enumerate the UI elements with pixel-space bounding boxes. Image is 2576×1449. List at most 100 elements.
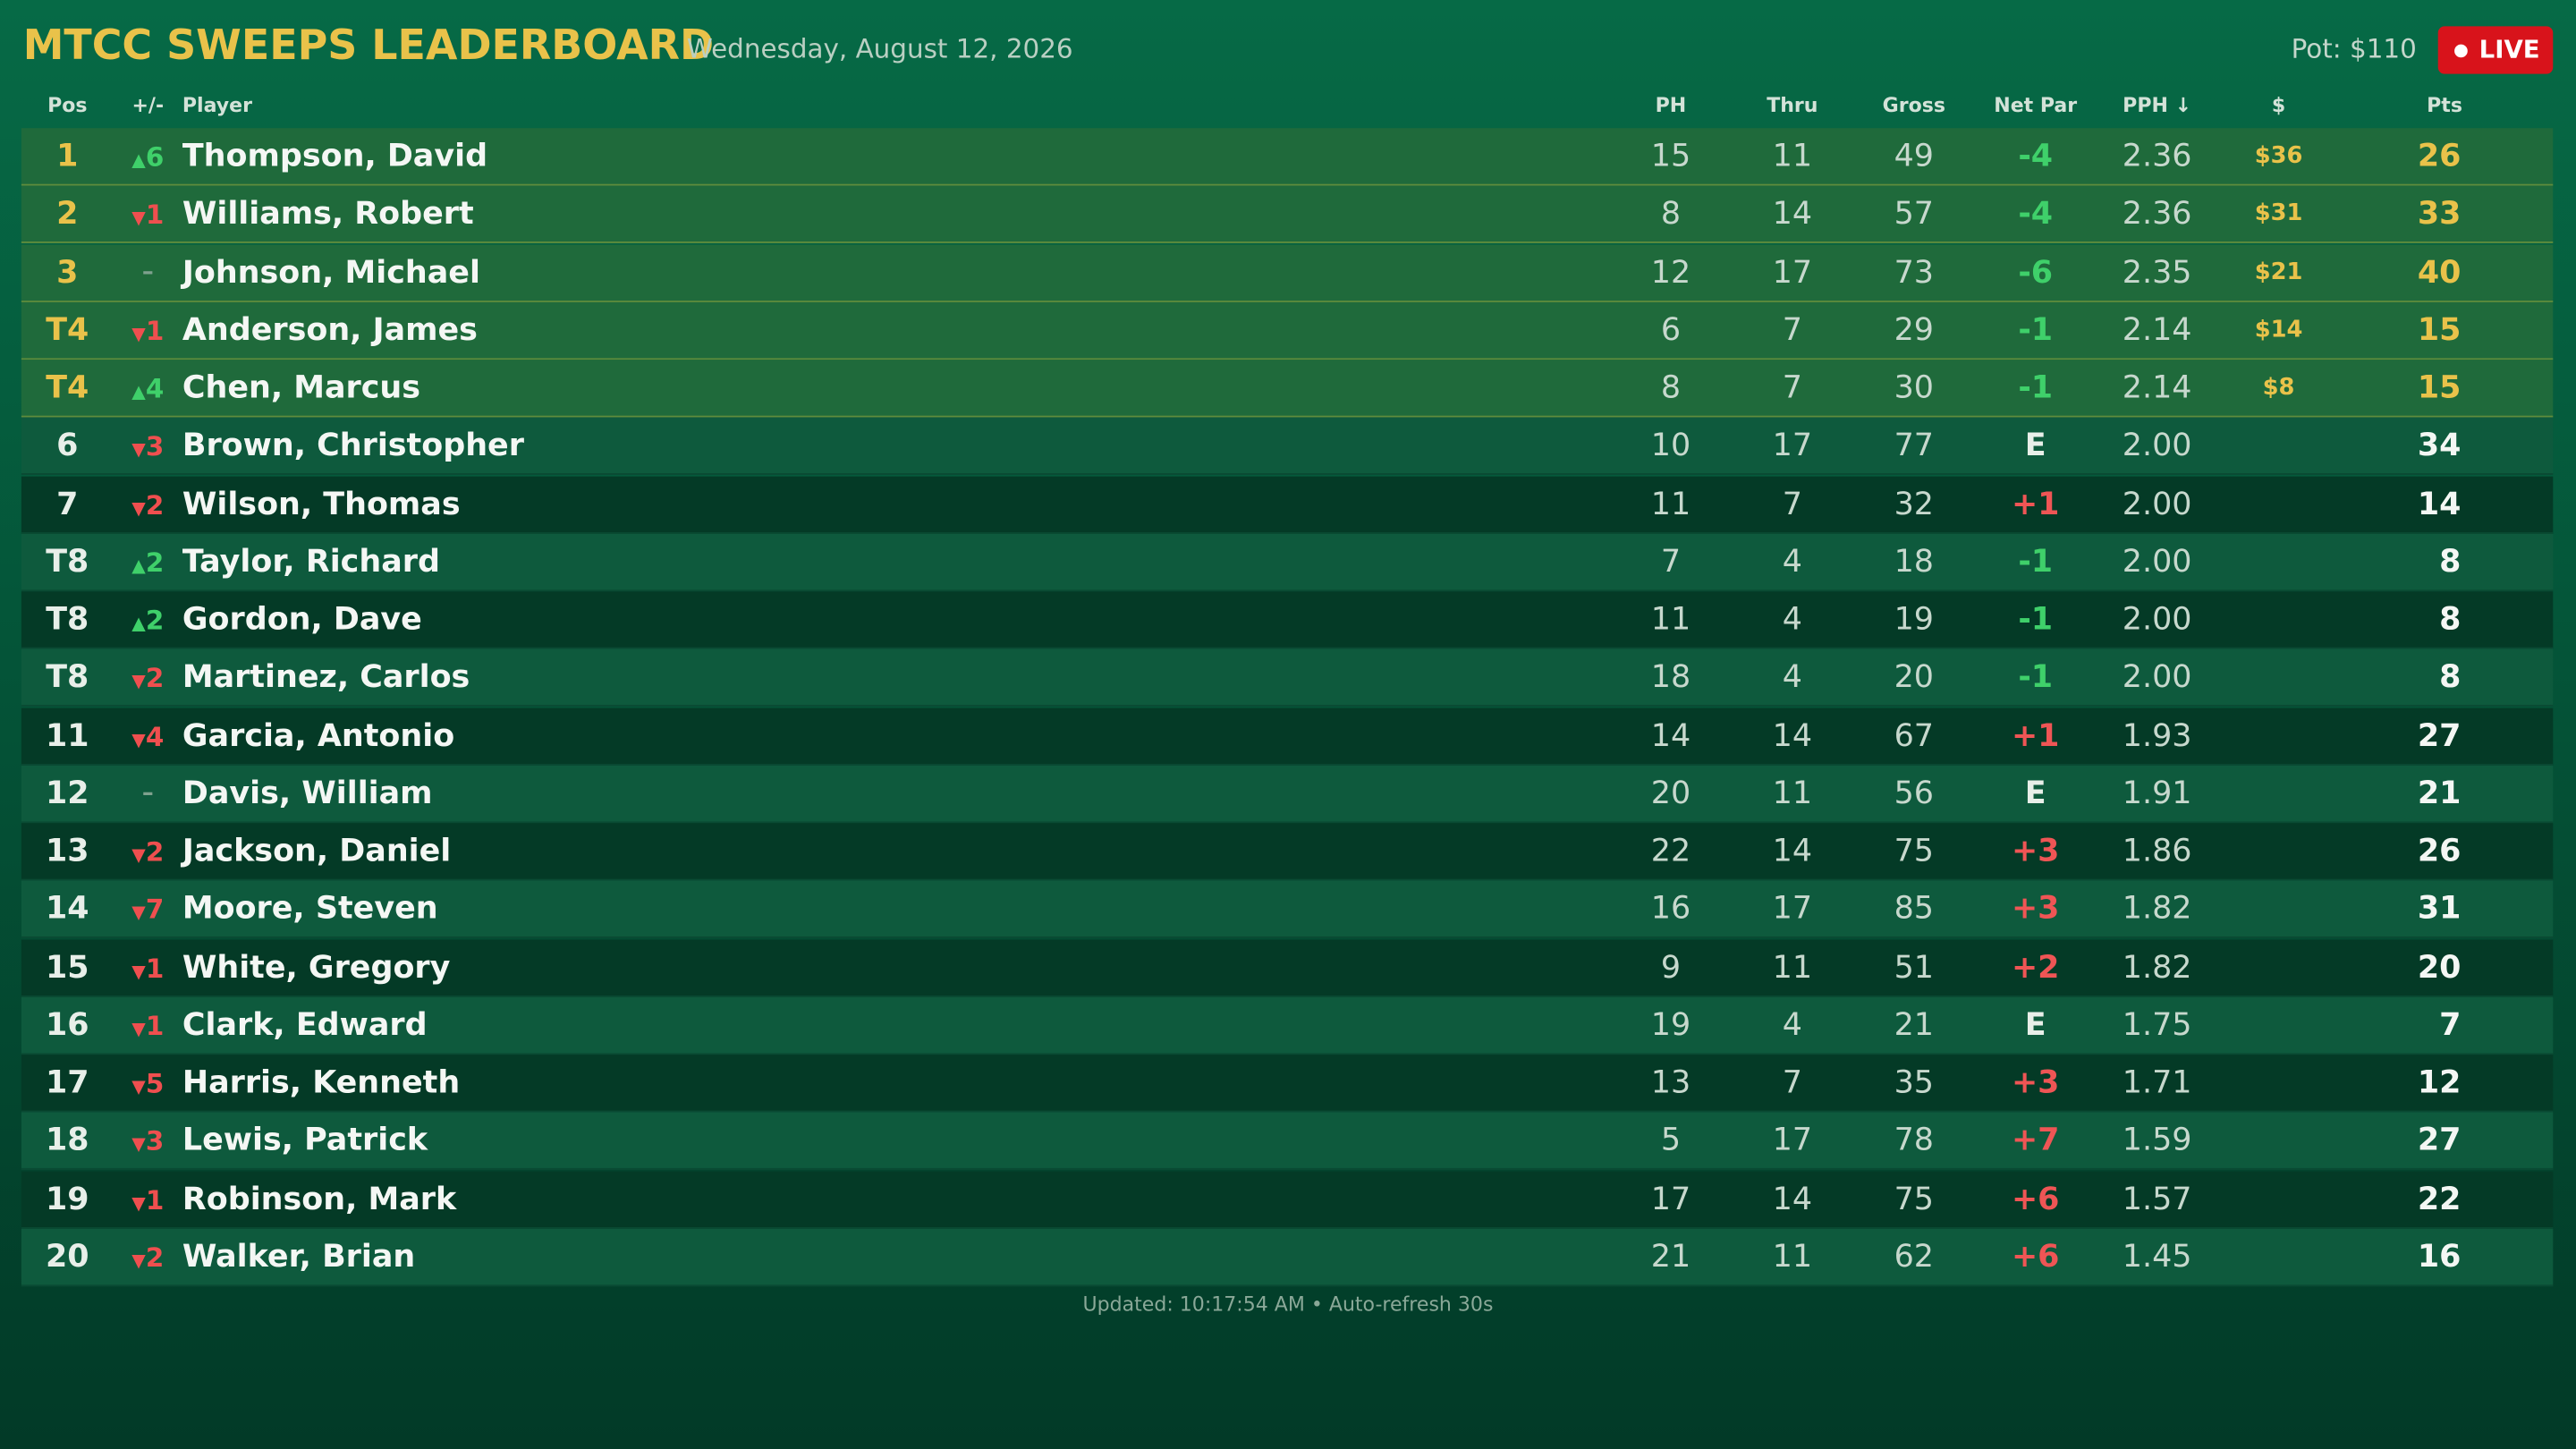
position: 13 <box>45 833 89 869</box>
gross: 30 <box>1894 369 1935 406</box>
thru: 7 <box>1782 369 1802 406</box>
title: MTCC SWEEPS LEADERBOARD <box>22 21 715 70</box>
thru: 17 <box>1772 1123 1813 1159</box>
move-count: 4 <box>145 372 165 404</box>
position: 1 <box>56 138 79 174</box>
ph: 18 <box>1650 659 1691 696</box>
pph: 2.14 <box>2122 311 2192 348</box>
net-par: +6 <box>2011 1238 2060 1275</box>
move-count: 1 <box>145 952 165 984</box>
pph: 2.35 <box>2122 253 2192 291</box>
position: 19 <box>45 1181 89 1217</box>
movement: ▼2 <box>115 649 181 710</box>
player: Anderson, James <box>182 311 478 348</box>
player: Wilson, Thomas <box>182 485 461 522</box>
gross: 49 <box>1894 138 1935 174</box>
gross: 67 <box>1894 716 1935 754</box>
movement: ▼5 <box>115 1055 181 1115</box>
move-count: 3 <box>145 1125 165 1157</box>
pph: 1.57 <box>2122 1181 2192 1217</box>
thru: 14 <box>1772 196 1813 233</box>
position: T8 <box>46 659 89 696</box>
column-header: PH <box>1655 93 1687 117</box>
position: 18 <box>45 1123 89 1159</box>
points: 16 <box>2417 1238 2462 1275</box>
thru: 4 <box>1782 543 1802 580</box>
net-par: -6 <box>2018 253 2054 291</box>
net-par: -1 <box>2018 369 2054 406</box>
gross: 73 <box>1894 253 1935 291</box>
position: T8 <box>46 543 89 580</box>
column-header: Pts <box>2427 93 2462 117</box>
movement: ▼7 <box>115 881 181 942</box>
net-par: E <box>2024 1006 2046 1044</box>
payout: $31 <box>2254 200 2303 227</box>
move-arrow: ▼ <box>131 1134 146 1156</box>
net-par: -1 <box>2018 311 2054 348</box>
move-arrow: ▼ <box>131 438 146 461</box>
column-header: Gross <box>1882 93 1945 117</box>
leaderboard-row: T4 ▲4 Chen, Marcus 8 7 30 -1 2.14 $8 15 <box>21 360 2554 418</box>
move-arrow: ▼ <box>131 1250 146 1272</box>
position: 11 <box>45 716 89 754</box>
pph: 1.75 <box>2122 1006 2192 1044</box>
thru: 11 <box>1772 775 1813 812</box>
gross: 29 <box>1894 311 1935 348</box>
player: Davis, William <box>182 775 433 812</box>
ph: 8 <box>1660 196 1682 233</box>
gross: 78 <box>1894 1123 1935 1159</box>
move-arrow: ▼ <box>131 670 146 692</box>
payout: $8 <box>2262 374 2295 402</box>
gross: 85 <box>1894 891 1935 928</box>
pot: Pot: $110 <box>2291 32 2417 64</box>
ph: 22 <box>1650 833 1691 869</box>
pph: 1.86 <box>2122 833 2192 869</box>
points: 26 <box>2417 833 2462 869</box>
movement: ▲2 <box>115 591 181 652</box>
movement: ▼3 <box>115 1113 181 1174</box>
player: Moore, Steven <box>182 891 438 928</box>
move-arrow: ▲ <box>131 613 146 635</box>
net-par: +3 <box>2011 1064 2060 1101</box>
net-par: -4 <box>2018 138 2054 174</box>
move-arrow: ▼ <box>131 1191 146 1214</box>
leaderboard-row: 6 ▼3 Brown, Christopher 10 17 77 E 2.00 34 <box>21 418 2554 476</box>
position: 17 <box>45 1064 89 1101</box>
move-count: – <box>141 780 154 807</box>
points: 15 <box>2417 311 2462 348</box>
leaderboard-row: T8 ▲2 Gordon, Dave 11 4 19 -1 2.00 8 <box>21 591 2554 649</box>
thru: 14 <box>1772 833 1813 869</box>
move-count: 2 <box>145 1241 165 1274</box>
net-par: -1 <box>2018 659 2054 696</box>
column-header: Thru <box>1767 93 1818 117</box>
movement: ▼3 <box>115 418 181 479</box>
column-header: PPH ↓ <box>2123 93 2192 117</box>
move-arrow: ▼ <box>131 323 146 345</box>
gross: 56 <box>1894 775 1935 812</box>
ph: 19 <box>1650 1006 1691 1044</box>
move-arrow: ▼ <box>131 1076 146 1098</box>
movement: ▲6 <box>115 128 181 189</box>
thru: 14 <box>1772 716 1813 754</box>
player: Taylor, Richard <box>182 543 440 580</box>
leaderboard-row: 12 – Davis, William 20 11 56 E 1.91 21 <box>21 765 2554 823</box>
position: 12 <box>45 775 89 812</box>
movement: ▼2 <box>115 823 181 884</box>
pph: 1.71 <box>2122 1064 2192 1101</box>
net-par: -1 <box>2018 543 2054 580</box>
gross: 20 <box>1894 659 1935 696</box>
points: 8 <box>2439 601 2462 638</box>
gross: 62 <box>1894 1238 1935 1275</box>
position: T4 <box>46 369 89 406</box>
net-par: +3 <box>2011 891 2060 928</box>
pph: 2.00 <box>2122 543 2192 580</box>
ph: 13 <box>1650 1064 1691 1101</box>
points: 7 <box>2439 1006 2462 1044</box>
leaderboard-row: T8 ▼2 Martinez, Carlos 18 4 20 -1 2.00 8 <box>21 649 2554 710</box>
column-header: Net Par <box>1994 93 2078 117</box>
leaderboard-row: T4 ▼1 Anderson, James 6 7 29 -1 2.14 $14 15 <box>21 301 2554 360</box>
points: 27 <box>2417 1123 2462 1159</box>
gross: 77 <box>1894 428 1935 464</box>
points: 8 <box>2439 543 2462 580</box>
move-count: 1 <box>145 1183 165 1216</box>
